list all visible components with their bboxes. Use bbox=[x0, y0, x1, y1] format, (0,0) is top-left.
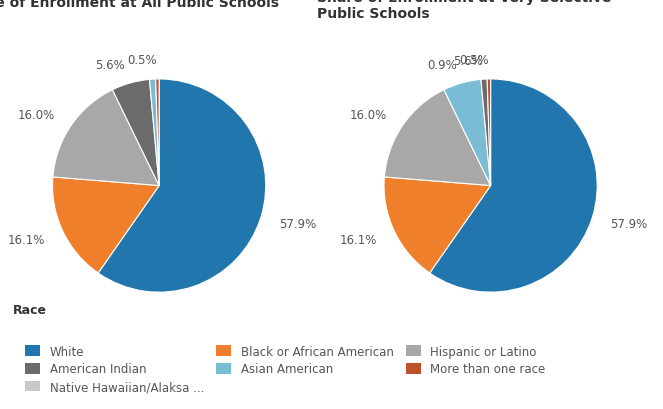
Wedge shape bbox=[156, 80, 159, 186]
Text: Share of Enrollment at All Public Schools: Share of Enrollment at All Public School… bbox=[0, 0, 279, 10]
Wedge shape bbox=[98, 80, 266, 292]
Wedge shape bbox=[444, 80, 491, 186]
Text: Share of Enrollment at Very Selective
Public Schools: Share of Enrollment at Very Selective Pu… bbox=[318, 0, 612, 21]
Wedge shape bbox=[113, 80, 159, 186]
Text: 16.0%: 16.0% bbox=[18, 109, 55, 122]
Wedge shape bbox=[384, 178, 491, 273]
Text: 5.6%: 5.6% bbox=[95, 59, 125, 72]
Wedge shape bbox=[481, 80, 491, 186]
Text: 0.5%: 0.5% bbox=[459, 54, 489, 67]
Wedge shape bbox=[385, 90, 491, 186]
Text: 57.9%: 57.9% bbox=[611, 217, 648, 230]
Wedge shape bbox=[149, 80, 159, 186]
Wedge shape bbox=[52, 178, 159, 273]
Wedge shape bbox=[487, 80, 491, 186]
Wedge shape bbox=[53, 90, 159, 186]
Text: 0.9%: 0.9% bbox=[427, 59, 457, 72]
Text: 5.6%: 5.6% bbox=[453, 54, 483, 67]
Text: 57.9%: 57.9% bbox=[279, 217, 316, 230]
Text: 0.5%: 0.5% bbox=[127, 54, 157, 67]
Text: 16.1%: 16.1% bbox=[339, 233, 377, 246]
Legend: White, American Indian, Native Hawaiian/Alaksa ..., Black or African American, A: White, American Indian, Native Hawaiian/… bbox=[19, 339, 552, 399]
Wedge shape bbox=[430, 80, 597, 292]
Text: 16.1%: 16.1% bbox=[8, 233, 45, 246]
Text: 16.0%: 16.0% bbox=[349, 109, 387, 122]
Text: Race: Race bbox=[13, 303, 47, 316]
